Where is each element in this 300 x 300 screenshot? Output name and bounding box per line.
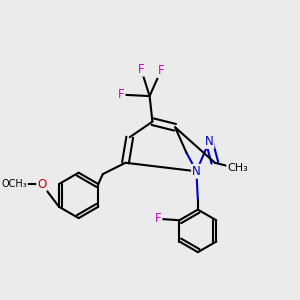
Text: F: F (118, 88, 124, 101)
Text: F: F (158, 64, 164, 77)
Text: N: N (205, 135, 214, 148)
Text: F: F (155, 212, 161, 225)
Text: CH₃: CH₃ (227, 164, 248, 173)
Text: OCH₃: OCH₃ (1, 179, 27, 189)
Text: F: F (138, 63, 144, 76)
Text: N: N (192, 165, 201, 178)
Text: O: O (37, 178, 46, 190)
